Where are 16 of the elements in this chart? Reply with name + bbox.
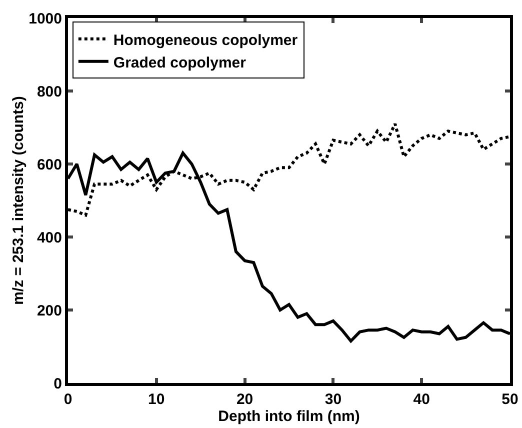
y-tick-label: 1000 bbox=[28, 10, 62, 28]
x-tick-label: 40 bbox=[413, 391, 430, 408]
legend-label: Homogeneous copolymer bbox=[113, 32, 298, 49]
x-tick-label: 0 bbox=[64, 391, 72, 408]
legend-label: Graded copolymer bbox=[113, 54, 246, 72]
y-axis-title: m/z = 253.1 intensity (counts) bbox=[10, 96, 27, 305]
x-tick-label: 20 bbox=[236, 391, 254, 408]
y-tick-label: 200 bbox=[36, 302, 62, 320]
x-tick-label: 10 bbox=[148, 391, 165, 408]
x-axis-title: Depth into film (nm) bbox=[218, 408, 360, 425]
x-tick-label: 50 bbox=[502, 391, 518, 408]
x-tick-label: 30 bbox=[324, 391, 342, 408]
y-tick-label: 400 bbox=[36, 229, 62, 246]
y-tick-label: 800 bbox=[36, 83, 62, 100]
y-tick-label: 0 bbox=[54, 375, 62, 392]
y-tick-label: 600 bbox=[36, 156, 62, 174]
